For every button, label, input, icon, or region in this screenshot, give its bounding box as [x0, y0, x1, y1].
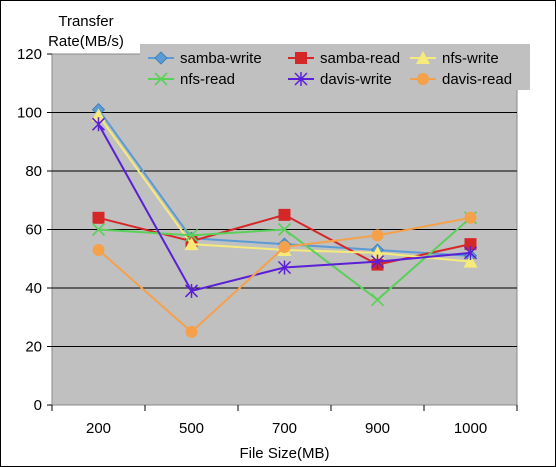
data-point-nfs-write: [463, 254, 478, 268]
legend-label-nfs-write: nfs-write: [442, 50, 499, 67]
legend-item-samba-read: samba-read: [288, 50, 400, 67]
y-tick-label: 40: [25, 280, 42, 297]
data-point-davis-read: [185, 325, 198, 338]
legend-marker-samba-write: [154, 51, 168, 65]
data-point-davis-read: [371, 229, 384, 242]
data-point-nfs-read: [184, 228, 199, 242]
legend-item-samba-write: samba-write: [148, 50, 262, 67]
legend-item-davis-read: davis-read: [410, 71, 512, 88]
y-axis-label-line-2: Rate(MB/s): [48, 33, 124, 50]
data-point-nfs-read-stroke: [370, 293, 385, 307]
legend-marker-nfs-write: [416, 51, 430, 64]
data-point-davis-read: [92, 243, 105, 256]
x-axis-label: File Size(MB): [239, 445, 329, 462]
y-tick-label: 60: [25, 222, 42, 239]
legend-marker-samba-read: [295, 52, 307, 64]
data-point-nfs-read: [277, 222, 292, 237]
data-point-nfs-read-stroke: [184, 228, 199, 242]
legend-label-nfs-read: nfs-read: [180, 71, 235, 88]
y-tick-label: 20: [25, 339, 42, 356]
data-point-samba-read: [278, 208, 291, 221]
legend-marker-nfs-read-stroke: [154, 72, 168, 86]
data-point-nfs-write: [370, 245, 385, 259]
x-tick-labels: 200 500 700 900 1000: [51, 405, 518, 437]
data-point-nfs-read: [370, 293, 385, 307]
y-axis-label-line-1: Transfer: [58, 13, 113, 30]
y-tick-label: 80: [25, 163, 42, 180]
data-point-nfs-write: [91, 108, 106, 122]
series-davis-read: [92, 211, 477, 338]
legend-marker-davis-read: [417, 73, 429, 85]
legend-marker-nfs-read: [154, 72, 168, 86]
legend-label-samba-read: samba-read: [320, 50, 400, 67]
legend-label-davis-read: davis-read: [442, 71, 512, 88]
data-point-davis-write: [463, 245, 478, 260]
data-point-nfs-read-stroke: [91, 222, 106, 237]
legend-item-davis-write: davis-write: [288, 71, 392, 88]
legend-item-nfs-read: nfs-read: [148, 71, 235, 88]
data-point-davis-write: [277, 260, 292, 275]
legend-item-nfs-write: nfs-write: [410, 50, 499, 67]
data-point-nfs-read: [91, 222, 106, 237]
data-point-nfs-write: [184, 237, 199, 251]
legend-marker-davis-write: [294, 72, 308, 86]
series-layer: [91, 103, 478, 338]
y-tick-label: 120: [17, 46, 42, 63]
legend-label-samba-write: samba-write: [180, 50, 262, 67]
x-tick-label: 1000: [454, 420, 487, 437]
data-point-nfs-read-stroke: [277, 222, 292, 237]
y-tick-label: 100: [17, 105, 42, 122]
series-davis-write: [91, 117, 478, 298]
x-tick-label: 900: [365, 420, 390, 437]
data-point-davis-read: [278, 241, 291, 254]
legend-label-davis-write: davis-write: [320, 71, 392, 88]
x-tick-label: 200: [86, 420, 111, 437]
data-point-davis-write: [184, 283, 199, 298]
x-tick-label: 500: [179, 420, 204, 437]
legend: samba-write samba-read nfs-write nfs-read da…: [140, 44, 530, 90]
data-point-samba-read: [464, 238, 477, 251]
data-point-samba-read: [92, 211, 105, 224]
y-tick-label: 0: [34, 397, 42, 414]
legend-background: [140, 44, 530, 90]
x-tick-label: 700: [272, 420, 297, 437]
data-point-davis-write: [370, 254, 385, 269]
data-point-davis-read: [464, 211, 477, 224]
y-tick-labels: 0 20 40 60 80 100 120: [17, 46, 52, 414]
data-point-davis-write: [91, 117, 106, 132]
